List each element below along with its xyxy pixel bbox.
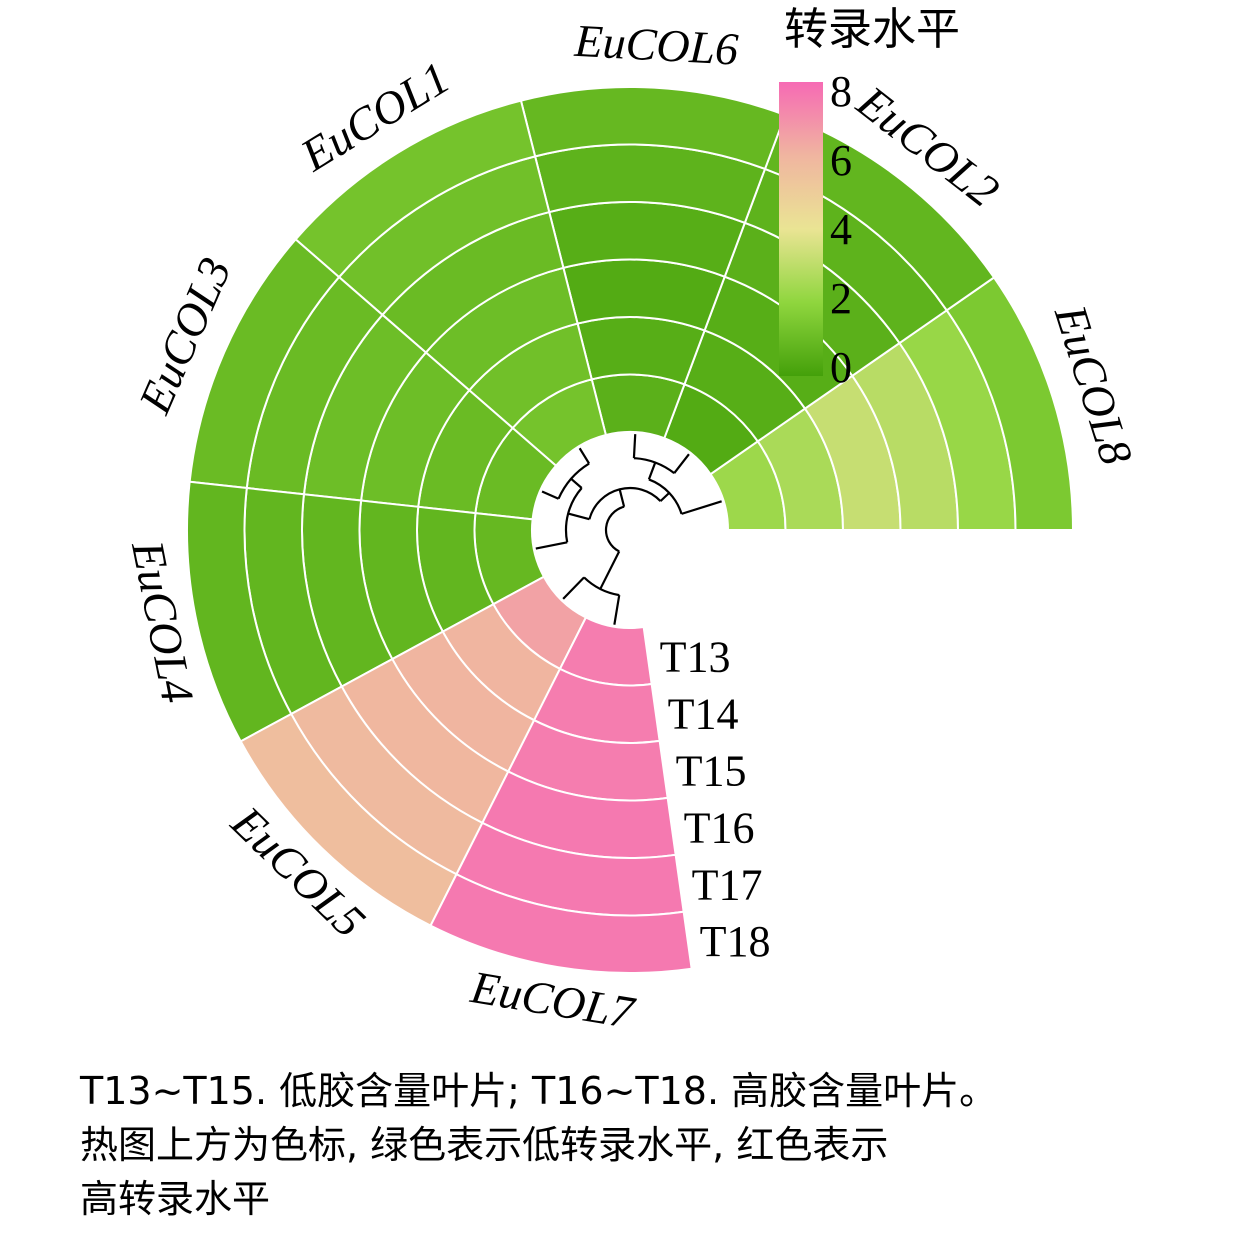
dendrogram-branch bbox=[567, 486, 670, 521]
heatmap-cell-eucol6-t14 bbox=[576, 316, 706, 386]
sample-labels: T13 T14 T15 T16 T17 T18 bbox=[660, 633, 771, 967]
sample-label-t14: T14 bbox=[668, 689, 739, 738]
sample-label-t15: T15 bbox=[676, 746, 747, 795]
sample-label-t17: T17 bbox=[692, 860, 763, 909]
dendrogram bbox=[535, 434, 722, 625]
colorbar-tick-label: 0 bbox=[830, 343, 852, 392]
caption-line: T13~T15. 低胶含量叶片; T16~T18. 高胶含量叶片。 bbox=[80, 1069, 998, 1113]
gene-label-eucol6: EuCOL6 bbox=[572, 15, 739, 75]
colorbar-tick-label: 4 bbox=[830, 205, 852, 254]
dendrogram-branch bbox=[599, 489, 626, 590]
colorbar-tick-label: 2 bbox=[830, 274, 852, 323]
figure-caption: T13~T15. 低胶含量叶片; T16~T18. 高胶含量叶片。 热图上方为色… bbox=[80, 1064, 1230, 1226]
colorbar-tick-label: 6 bbox=[830, 136, 852, 185]
colorbar: 转录水平 0 2 4 6 8 bbox=[779, 4, 960, 392]
colorbar-title: 转录水平 bbox=[784, 4, 960, 55]
sample-label-t18: T18 bbox=[700, 917, 771, 966]
colorbar-gradient bbox=[779, 82, 823, 376]
circular-heatmap-figure: EuCOL8EuCOL2EuCOL6EuCOL1EuCOL3EuCOL4EuCO… bbox=[122, 4, 1143, 1039]
sample-label-t13: T13 bbox=[660, 633, 731, 682]
sample-label-t16: T16 bbox=[684, 803, 755, 852]
heatmap-cells bbox=[186, 86, 1075, 974]
caption-line: 高转录水平 bbox=[80, 1177, 271, 1221]
caption-line: 热图上方为色标, 绿色表示低转录水平, 红色表示 bbox=[80, 1123, 889, 1167]
colorbar-tick-label: 8 bbox=[830, 67, 852, 116]
dendrogram-branch bbox=[535, 477, 583, 550]
heatmap-cell-eucol7-t18 bbox=[429, 872, 693, 974]
